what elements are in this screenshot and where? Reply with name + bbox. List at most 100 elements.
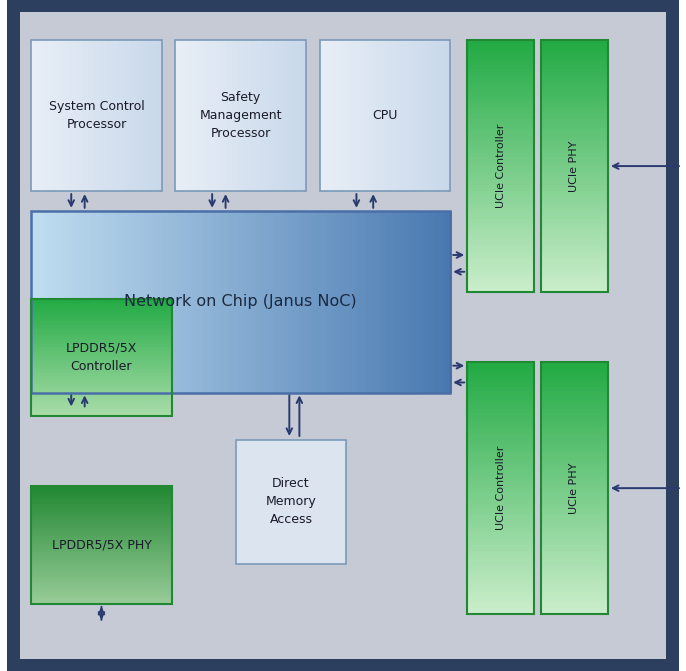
Bar bbox=[140, 211, 144, 393]
Bar bbox=[331, 40, 333, 191]
Bar bbox=[389, 40, 390, 191]
Bar bbox=[329, 40, 331, 191]
Bar bbox=[31, 368, 172, 369]
Bar bbox=[467, 608, 534, 611]
Bar bbox=[104, 211, 108, 393]
Bar bbox=[344, 40, 346, 191]
Bar bbox=[31, 327, 172, 328]
Bar bbox=[304, 40, 305, 191]
Bar bbox=[541, 478, 608, 482]
Bar bbox=[31, 410, 172, 411]
Bar bbox=[175, 40, 176, 191]
Bar bbox=[541, 416, 608, 419]
Bar bbox=[467, 59, 534, 62]
Bar bbox=[541, 608, 608, 611]
Bar bbox=[31, 369, 172, 370]
Bar bbox=[358, 211, 362, 393]
Bar bbox=[46, 40, 47, 191]
Bar bbox=[541, 441, 608, 444]
Bar bbox=[330, 211, 334, 393]
Bar bbox=[411, 211, 415, 393]
Bar bbox=[541, 463, 608, 466]
Bar bbox=[31, 363, 172, 364]
Bar bbox=[337, 40, 338, 191]
Bar bbox=[467, 454, 534, 457]
Bar bbox=[541, 279, 608, 282]
Bar bbox=[260, 211, 264, 393]
Bar bbox=[234, 40, 235, 191]
Bar bbox=[467, 441, 534, 444]
Bar bbox=[388, 40, 390, 191]
Bar bbox=[233, 211, 237, 393]
Bar bbox=[386, 40, 387, 191]
Bar bbox=[31, 585, 172, 586]
Bar bbox=[129, 211, 133, 393]
Bar bbox=[467, 85, 534, 87]
Bar bbox=[48, 211, 52, 393]
Bar bbox=[541, 485, 608, 488]
Bar bbox=[405, 40, 407, 191]
Bar bbox=[467, 197, 534, 201]
Bar bbox=[257, 40, 258, 191]
Bar bbox=[467, 435, 534, 437]
Bar bbox=[116, 40, 117, 191]
Bar bbox=[62, 211, 66, 393]
Bar bbox=[339, 40, 340, 191]
Bar bbox=[31, 507, 172, 509]
Bar bbox=[31, 329, 172, 331]
Bar bbox=[467, 166, 534, 169]
Bar bbox=[467, 491, 534, 495]
Bar bbox=[449, 40, 451, 191]
Bar bbox=[126, 211, 130, 393]
Bar bbox=[384, 40, 385, 191]
Bar bbox=[267, 40, 268, 191]
Bar bbox=[425, 40, 427, 191]
Bar bbox=[31, 372, 172, 374]
Bar bbox=[56, 211, 60, 393]
Text: UCIe Controller: UCIe Controller bbox=[496, 124, 506, 208]
Bar bbox=[541, 195, 608, 197]
Bar bbox=[263, 211, 267, 393]
Bar bbox=[198, 40, 199, 191]
Bar bbox=[31, 323, 172, 325]
Bar bbox=[303, 40, 304, 191]
Bar bbox=[467, 191, 534, 195]
Bar bbox=[47, 40, 49, 191]
Bar bbox=[294, 40, 295, 191]
Bar bbox=[51, 40, 53, 191]
Bar bbox=[32, 40, 33, 191]
Bar bbox=[126, 40, 127, 191]
Bar bbox=[408, 40, 409, 191]
Bar bbox=[327, 40, 329, 191]
Bar bbox=[467, 248, 534, 251]
Bar bbox=[31, 338, 172, 340]
Bar bbox=[541, 425, 608, 428]
Bar bbox=[213, 40, 215, 191]
Bar bbox=[541, 166, 608, 169]
Bar bbox=[31, 498, 172, 500]
Bar bbox=[467, 362, 534, 614]
Bar bbox=[144, 40, 145, 191]
Bar bbox=[261, 40, 263, 191]
Bar bbox=[541, 40, 608, 292]
Bar bbox=[541, 391, 608, 394]
Bar bbox=[138, 40, 139, 191]
Bar bbox=[467, 576, 534, 579]
Bar bbox=[31, 535, 172, 536]
Bar bbox=[283, 40, 284, 191]
Bar bbox=[433, 40, 434, 191]
Bar bbox=[31, 503, 172, 504]
Bar bbox=[541, 529, 608, 532]
Bar bbox=[31, 376, 172, 378]
Bar bbox=[94, 40, 95, 191]
Bar bbox=[34, 211, 38, 393]
Bar bbox=[383, 40, 384, 191]
Bar bbox=[541, 59, 608, 62]
Bar bbox=[431, 40, 433, 191]
Bar bbox=[59, 40, 60, 191]
Bar bbox=[154, 211, 158, 393]
Bar bbox=[31, 552, 172, 554]
Bar bbox=[31, 538, 172, 539]
Bar bbox=[31, 401, 172, 403]
Bar bbox=[541, 372, 608, 375]
